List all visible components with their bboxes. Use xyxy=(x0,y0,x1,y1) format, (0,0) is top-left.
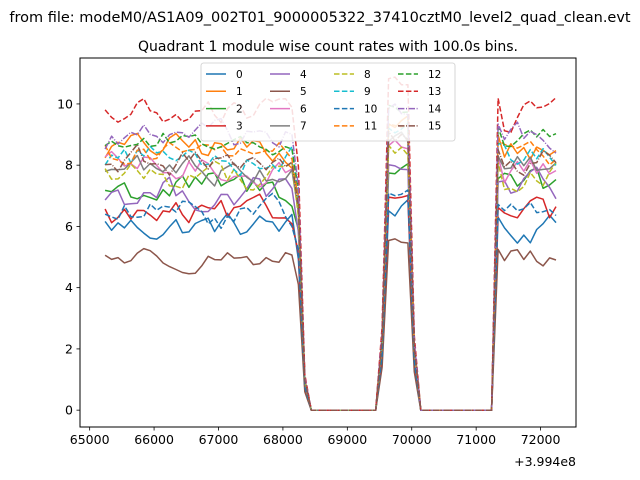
x-tick-label: 67000 xyxy=(199,432,239,447)
legend-label-15: 15 xyxy=(428,121,441,133)
legend-label-12: 12 xyxy=(428,69,441,81)
x-tick-label: 68000 xyxy=(263,432,303,447)
x-tick-label: 66000 xyxy=(134,432,174,447)
figure-suptitle: from file: modeM0/AS1A09_002T01_90000053… xyxy=(9,10,631,26)
legend-label-1: 1 xyxy=(236,86,243,98)
legend-label-5: 5 xyxy=(300,86,307,98)
legend-label-14: 14 xyxy=(428,103,442,115)
legend-label-0: 0 xyxy=(236,69,243,81)
legend-label-2: 2 xyxy=(236,103,243,115)
legend-label-11: 11 xyxy=(364,121,377,133)
legend-box xyxy=(200,62,456,142)
series-line-7 xyxy=(104,131,557,411)
legend-label-4: 4 xyxy=(300,69,307,81)
series-line-3 xyxy=(104,193,557,411)
legend-label-7: 7 xyxy=(300,121,307,133)
x-tick-label: 70000 xyxy=(392,432,432,447)
series-line-0 xyxy=(104,199,557,411)
series-line-12 xyxy=(104,104,557,411)
series-line-11 xyxy=(104,123,557,411)
y-tick-label: 2 xyxy=(65,341,73,356)
y-axis: 0 2 4 6 8 10 xyxy=(57,96,80,418)
y-tick-label: 4 xyxy=(65,280,73,295)
series-line-8 xyxy=(104,144,557,411)
y-tick-label: 0 xyxy=(65,403,73,418)
x-tick-label: 71000 xyxy=(456,432,496,447)
legend-label-13: 13 xyxy=(428,86,441,98)
x-tick-label: 72000 xyxy=(521,432,561,447)
series-line-4 xyxy=(104,164,557,411)
plot-area-frame xyxy=(79,57,577,428)
x-tick-label: 69000 xyxy=(327,432,367,447)
x-axis: 65000 66000 67000 68000 69000 70000 71000 72000 xyxy=(70,427,561,447)
legend-label-8: 8 xyxy=(364,69,371,81)
x-axis-offset-label: +3.994e8 xyxy=(514,454,576,469)
legend-label-10: 10 xyxy=(364,103,377,115)
series-line-5 xyxy=(104,238,557,411)
series-line-14 xyxy=(104,103,557,411)
legend-label-3: 3 xyxy=(236,121,243,133)
series-line-9 xyxy=(104,122,557,411)
plot-lines xyxy=(104,76,557,411)
y-tick-label: 10 xyxy=(57,96,73,111)
x-tick-label: 65000 xyxy=(70,432,110,447)
series-line-15 xyxy=(105,130,557,411)
y-tick-label: 6 xyxy=(65,219,73,234)
legend-label-9: 9 xyxy=(364,86,371,98)
chart-title: Quadrant 1 module wise count rates with … xyxy=(138,39,518,55)
series-line-2 xyxy=(104,162,557,411)
series-line-1 xyxy=(104,115,557,411)
legend-label-6: 6 xyxy=(300,103,307,115)
y-tick-label: 8 xyxy=(65,158,73,173)
series-line-6 xyxy=(104,139,557,411)
